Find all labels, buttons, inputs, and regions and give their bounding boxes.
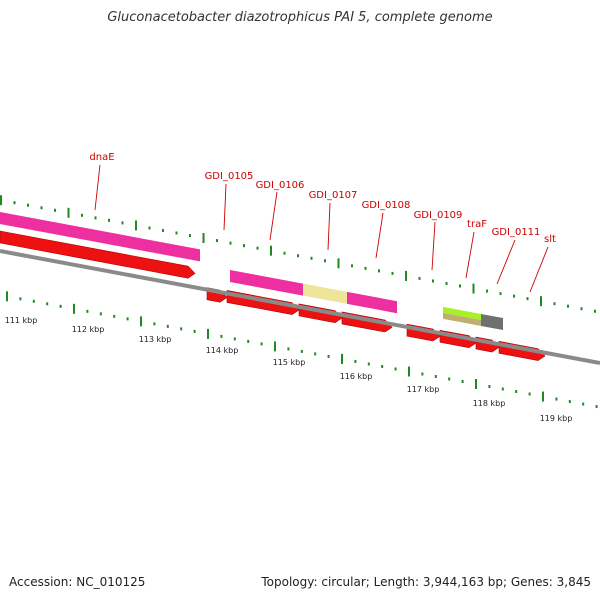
- dnaE-gene-block: [0, 212, 200, 262]
- gene-label: traF: [467, 219, 487, 230]
- accession-text: Accession: NC_010125: [9, 575, 146, 589]
- gene-label: dnaE: [89, 152, 114, 163]
- label-leader-line: [327, 202, 331, 251]
- label-leader-line: [529, 246, 549, 293]
- gene-callouts: dnaEGDI_0105GDI_0106GDI_0107GDI_0108GDI_…: [89, 152, 556, 293]
- kbp-scale-label: 117 kbp: [407, 385, 440, 394]
- gene-label: GDI_0106: [256, 180, 305, 191]
- map-title: Gluconacetobacter diazotrophicus PAI 5, …: [107, 10, 493, 25]
- cds-arrow: [0, 230, 196, 279]
- label-leader-line: [465, 231, 475, 279]
- kbp-scale-label: 114 kbp: [206, 346, 239, 355]
- feature-track: [0, 212, 546, 361]
- kbp-scale-label: 116 kbp: [340, 372, 373, 381]
- traF-gene-block: [443, 312, 481, 326]
- kbp-scale-label: 115 kbp: [273, 358, 306, 367]
- inner-tick-ring: [6, 291, 598, 409]
- kbp-scale-label: 113 kbp: [139, 335, 172, 344]
- label-leader-line: [269, 191, 278, 241]
- kbp-scale-label: 111 kbp: [5, 316, 38, 325]
- gene-label: GDI_0108: [362, 200, 411, 211]
- label-leader-line: [496, 239, 516, 285]
- gene-block: [481, 313, 503, 331]
- genome-backbone: [0, 249, 600, 365]
- label-leader-line: [375, 212, 384, 259]
- traF-gene-block: [443, 306, 481, 320]
- kbp-scale-label: 119 kbp: [540, 414, 573, 423]
- label-leader-line: [94, 164, 101, 211]
- scale-labels: 111 kbp 112 kbp 113 kbp 114 kbp 115 kbp 116 k…: [5, 316, 573, 423]
- gene-block: [303, 283, 347, 304]
- kbp-scale-label: 112 kbp: [72, 325, 105, 334]
- outer-tick-ring: [0, 195, 596, 313]
- label-leader-line: [223, 183, 227, 231]
- gene-label: GDI_0111: [492, 227, 541, 238]
- genome-summary-text: Topology: circular; Length: 3,944,163 bp…: [261, 575, 591, 589]
- kbp-scale-label: 118 kbp: [473, 399, 506, 408]
- gene-label: GDI_0107: [309, 190, 358, 201]
- gene-block: [347, 291, 397, 314]
- gene-label: GDI_0105: [205, 171, 254, 182]
- gene-label: GDI_0109: [414, 210, 463, 221]
- label-leader-line: [431, 221, 436, 271]
- gene-block: [230, 270, 303, 296]
- gene-label: slt: [544, 234, 556, 245]
